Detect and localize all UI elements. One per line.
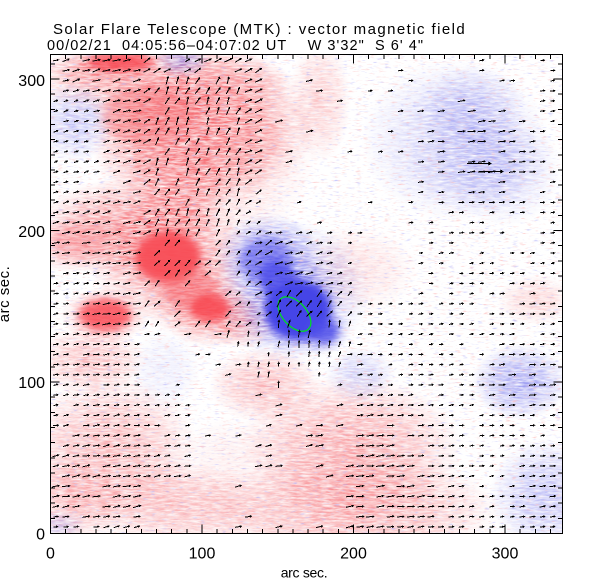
svg-text:200: 200	[18, 224, 45, 241]
svg-text:arc sec.: arc sec.	[281, 565, 328, 581]
svg-text:arc sec.: arc sec.	[0, 266, 13, 323]
svg-text:00/02/21 04:05:56–04:07:02 UT: 00/02/21 04:05:56–04:07:02 UT W 3'32" S …	[47, 38, 424, 54]
svg-text:300: 300	[18, 73, 45, 90]
svg-text:100: 100	[189, 546, 216, 563]
svg-text:300: 300	[492, 546, 519, 563]
svg-text:100: 100	[18, 375, 45, 392]
svg-text:0: 0	[46, 546, 55, 563]
svg-text:200: 200	[340, 546, 367, 563]
svg-text:0: 0	[36, 526, 45, 543]
svg-text:Solar Flare Telescope (MTK) :: Solar Flare Telescope (MTK) : vector mag…	[53, 21, 466, 38]
